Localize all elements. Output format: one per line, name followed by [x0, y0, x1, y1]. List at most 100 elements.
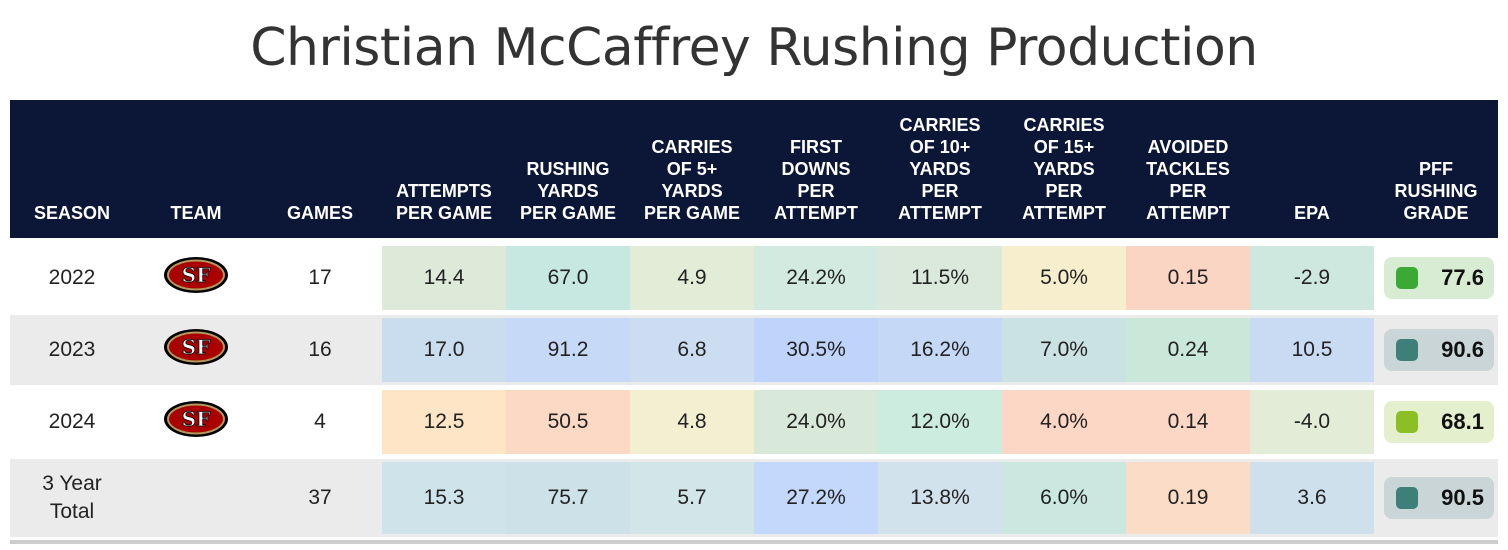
column-header-season: SEASON [10, 202, 134, 224]
grade-value: 77.6 [1441, 265, 1484, 290]
table-row: 2022 SF 17 14.4 67.0 4.9 24.2% 11.5% 5.0% 0.15 -2.… [10, 243, 1498, 313]
column-header-line: ATTEMPT [774, 203, 858, 223]
column-header-line: ATTEMPT [1146, 203, 1230, 223]
column-header-line: CARRIES [651, 137, 733, 157]
grade-value: 68.1 [1441, 409, 1484, 434]
column-header-rushing-yards-per-game: RUSHING YARDS PER GAME [506, 158, 630, 224]
table-row: 2023 SF 16 17.0 91.2 6.8 30.5% 16.2% 7.0% 0.24 10.… [10, 315, 1498, 385]
pff-grade-badge: 90.6 [1384, 329, 1494, 371]
stat-cell-carries-5-plus: 6.8 [630, 318, 754, 382]
season-label-line: Total [49, 500, 95, 523]
stat-cell-epa: 3.6 [1250, 462, 1374, 534]
column-header-line: ATTEMPT [898, 203, 982, 223]
chart-title: Christian McCaffrey Rushing Production [250, 18, 1258, 78]
column-header-line: PER GAME [643, 203, 740, 223]
stat-cell-carries-5-plus: 4.9 [630, 246, 754, 310]
column-header-line: AVOIDED [1147, 137, 1229, 157]
stat-cell-avoided-tackles: 0.15 [1126, 246, 1250, 310]
column-header-line: PFF [1419, 159, 1453, 179]
grade-color-swatch [1396, 339, 1418, 361]
column-header-first-downs-per-attempt: FIRST DOWNS PER ATTEMPT [754, 136, 878, 224]
sf-49ers-logo-icon: SF [164, 401, 228, 437]
stat-cell-carries-10-plus: 16.2% [878, 318, 1002, 382]
stat-cell-carries-10-plus: 12.0% [878, 390, 1002, 454]
grade-value: 90.5 [1441, 485, 1484, 510]
column-header-epa: EPA [1250, 202, 1374, 224]
stat-cell-first-downs-per-attempt: 24.0% [754, 390, 878, 454]
stat-cell-carries-5-plus: 4.8 [630, 390, 754, 454]
stat-cell-rushing-yards-per-game: 67.0 [506, 246, 630, 310]
column-header-line: SEASON [33, 203, 111, 223]
season-cell: 3 Year Total [10, 459, 134, 537]
column-header-line: YARDS [1033, 159, 1095, 179]
stat-cell-attempts-per-game: 15.3 [382, 462, 506, 534]
stat-cell-rushing-yards-per-game: 75.7 [506, 462, 630, 534]
column-header-line: PER [1045, 181, 1083, 201]
column-header-games: GAMES [258, 202, 382, 224]
games-cell: 16 [308, 338, 332, 361]
column-header-line: RUSHING [1394, 181, 1478, 201]
pff-grade-badge: 77.6 [1384, 257, 1494, 299]
column-header-line: CARRIES [899, 115, 981, 135]
stat-cell-carries-15-plus: 7.0% [1002, 318, 1126, 382]
svg-text:SF: SF [182, 407, 211, 431]
season-cell: 2023 [48, 338, 96, 361]
stat-cell-carries-10-plus: 11.5% [878, 246, 1002, 310]
column-header-line: PER [797, 181, 835, 201]
stat-cell-attempts-per-game: 17.0 [382, 318, 506, 382]
stat-cell-epa: 10.5 [1250, 318, 1374, 382]
column-header-line: GAMES [286, 203, 353, 223]
stat-cell-epa: -2.9 [1250, 246, 1374, 310]
column-header-line: FIRST [790, 137, 842, 157]
column-header-attempts-per-game: ATTEMPTS PER GAME [382, 180, 506, 224]
stat-cell-first-downs-per-attempt: 24.2% [754, 246, 878, 310]
svg-text:SF: SF [182, 335, 211, 359]
column-header-line: YARDS [661, 181, 723, 201]
column-header-line: TACKLES [1146, 159, 1230, 179]
season-cell: 2022 [48, 266, 96, 289]
column-header-pff-grade: PFF RUSHING GRADE [1374, 158, 1498, 224]
column-header-line: OF 5+ [666, 159, 718, 179]
column-header-line: YARDS [909, 159, 971, 179]
column-header-line: OF 10+ [909, 137, 971, 157]
stat-cell-first-downs-per-attempt: 27.2% [754, 462, 878, 534]
games-cell: 17 [308, 266, 332, 289]
column-header-carries-10-plus: CARRIES OF 10+ YARDS PER ATTEMPT [878, 114, 1002, 224]
column-header-line: PER [1169, 181, 1207, 201]
table-row: 3 Year Total 37 15.3 75.7 5.7 27.2% 13.8% 6.0% 0.… [10, 459, 1498, 537]
column-header-line: PER GAME [519, 203, 616, 223]
stat-cell-first-downs-per-attempt: 30.5% [754, 318, 878, 382]
sf-49ers-logo-icon: SF [164, 257, 228, 293]
season-cell: 2024 [48, 410, 96, 433]
stat-cell-avoided-tackles: 0.24 [1126, 318, 1250, 382]
column-header-line: YARDS [537, 181, 599, 201]
column-header-line: ATTEMPT [1022, 203, 1106, 223]
stat-cell-rushing-yards-per-game: 50.5 [506, 390, 630, 454]
pff-grade-badge: 68.1 [1384, 401, 1494, 443]
stat-cell-rushing-yards-per-game: 91.2 [506, 318, 630, 382]
column-header-line: EPA [1294, 203, 1330, 223]
bottom-divider [10, 540, 1498, 544]
column-header-line: PER GAME [395, 203, 492, 223]
column-header-line: PER [921, 181, 959, 201]
column-header-carries-5-plus: CARRIES OF 5+ YARDS PER GAME [630, 136, 754, 224]
table-row: 2024 SF 4 12.5 50.5 4.8 24.0% 12.0% 4.0% 0.14 -4.0… [10, 387, 1498, 457]
column-header-team: TEAM [134, 202, 258, 224]
pff-grade-badge: 90.5 [1384, 477, 1494, 519]
grade-color-swatch [1396, 487, 1418, 509]
grade-value: 90.6 [1441, 337, 1484, 362]
column-header-line: DOWNS [781, 159, 851, 179]
stat-cell-carries-15-plus: 5.0% [1002, 246, 1126, 310]
column-header-line: RUSHING [526, 159, 610, 179]
season-label-line: 3 Year [42, 472, 102, 495]
stat-cell-avoided-tackles: 0.19 [1126, 462, 1250, 534]
column-header-line: CARRIES [1023, 115, 1105, 135]
column-header-carries-15-plus: CARRIES OF 15+ YARDS PER ATTEMPT [1002, 114, 1126, 224]
stat-cell-avoided-tackles: 0.14 [1126, 390, 1250, 454]
games-cell: 4 [314, 410, 326, 433]
games-cell: 37 [308, 486, 332, 509]
stat-cell-attempts-per-game: 14.4 [382, 246, 506, 310]
stat-cell-epa: -4.0 [1250, 390, 1374, 454]
column-header-line: OF 15+ [1033, 137, 1095, 157]
column-header-line: TEAM [170, 203, 222, 223]
